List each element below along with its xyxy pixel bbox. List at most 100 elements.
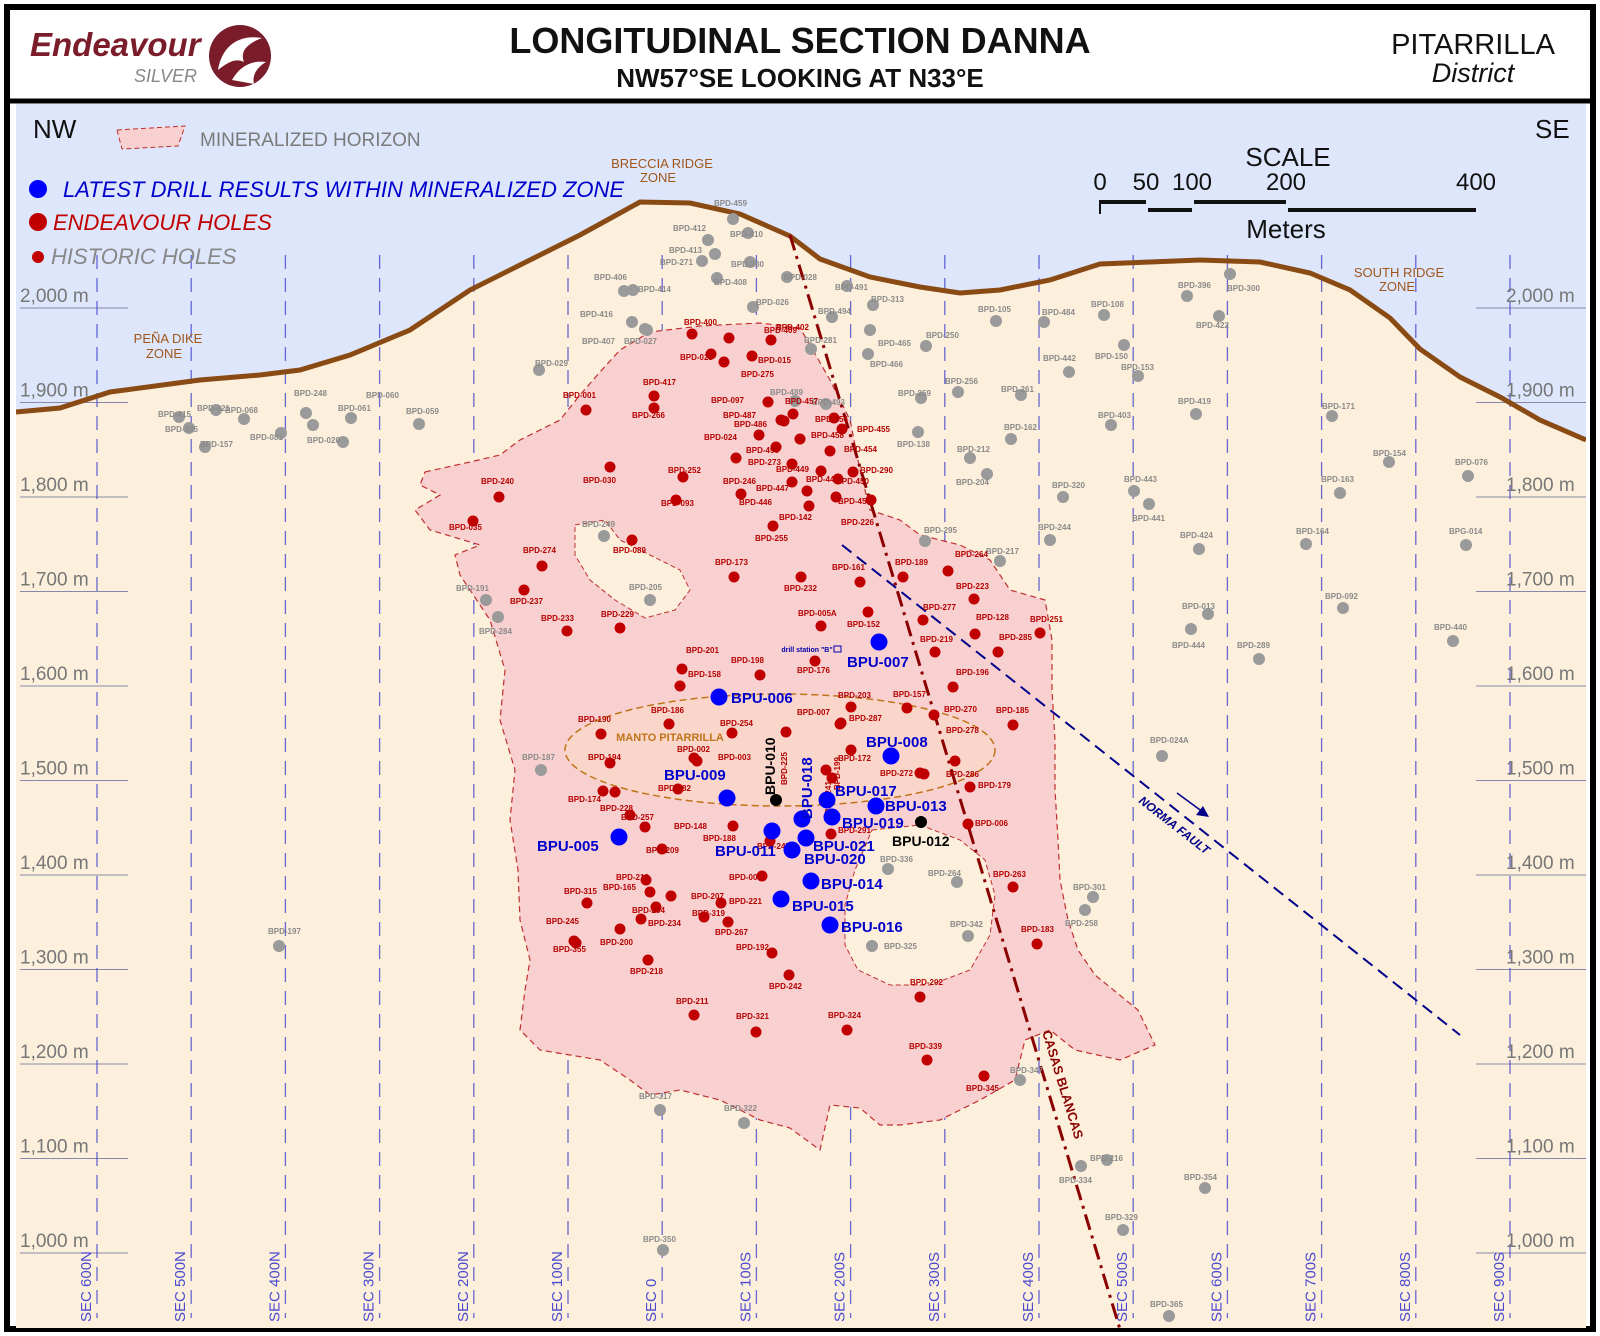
endeavour-hole-marker — [614, 923, 626, 935]
historic-hole-marker — [1132, 370, 1144, 382]
endeavour-hole: BPD-199 — [826, 757, 842, 790]
endeavour-hole: BPD-189 — [895, 558, 928, 583]
endeavour-hole: BPD-128 — [969, 613, 1009, 640]
historic-hole: BPD-258 — [1065, 904, 1098, 928]
scale-tick-label: 200 — [1266, 169, 1306, 196]
historic-hole-marker — [1224, 268, 1236, 280]
latest-drill-hole-marker — [823, 808, 841, 826]
historic-hole-marker — [744, 256, 756, 268]
endeavour-hole: BPD-228 — [600, 786, 633, 813]
historic-hole-marker — [915, 392, 927, 404]
historic-hole: BPD-264 — [928, 869, 963, 888]
historic-hole: BPD-440 — [1434, 623, 1467, 647]
historic-hole-label: BPD-162 — [1004, 423, 1037, 432]
page-title: LONGITUDINAL SECTION DANNA — [509, 20, 1090, 61]
historic-hole-marker — [912, 426, 924, 438]
endeavour-hole-label: BPD-225 — [780, 752, 789, 785]
historic-hole: BPD-157 — [199, 440, 233, 453]
historic-hole-marker — [826, 311, 838, 323]
endeavour-hole-label: BPD-409 — [764, 326, 797, 335]
scale-tick-label: 400 — [1456, 169, 1496, 196]
endeavour-hole: BPD-278 — [946, 726, 979, 767]
historic-hole-label: BPD-092 — [1325, 592, 1358, 601]
historic-hole-label: BPD-342 — [950, 920, 983, 929]
endeavour-hole: BPD-165 — [603, 883, 656, 898]
endeavour-hole-marker — [746, 350, 758, 362]
historic-hole-label: BPD-484 — [1042, 308, 1075, 317]
historic-hole-label: BPD-027 — [624, 337, 657, 346]
latest-drill-hole-marker — [818, 791, 836, 809]
latest-drill-hole-marker — [882, 747, 900, 765]
historic-hole: BPD-484 — [1038, 308, 1075, 328]
historic-hole-label: BPD-281 — [804, 336, 837, 345]
logo-name: Endeavour — [30, 26, 203, 63]
endeavour-hole-marker — [756, 870, 768, 882]
latest-drill-hole-marker — [772, 890, 790, 908]
historic-hole-label: BPD-320 — [1052, 481, 1085, 490]
endeavour-hole: BPD-209 — [646, 843, 679, 855]
section-label: SEC 500N — [172, 1251, 189, 1322]
endeavour-hole-label: BPD-172 — [838, 754, 871, 763]
endeavour-hole: BPD-004 — [729, 870, 768, 882]
historic-hole-marker — [275, 427, 287, 439]
endeavour-hole-marker — [845, 701, 857, 713]
endeavour-hole: BPD-089 — [613, 534, 646, 555]
other-drill-hole-marker — [915, 816, 927, 828]
historic-hole: BPD-212 — [957, 445, 990, 464]
endeavour-hole: BPD-183 — [1021, 925, 1054, 950]
historic-hole-label: BPD-026 — [756, 298, 789, 307]
historic-hole: BPD-317 — [639, 1092, 672, 1116]
historic-hole: BPD-281 — [804, 336, 837, 355]
elevation-label: 1,800 m — [20, 475, 89, 496]
endeavour-hole-marker — [825, 828, 837, 840]
endeavour-hole-marker — [767, 520, 779, 532]
endeavour-hole: BPD-257 — [621, 809, 654, 822]
endeavour-hole: BPD-453 — [830, 491, 871, 506]
endeavour-hole-label: BPD-400 — [684, 318, 717, 327]
endeavour-hole: BPD-402 — [765, 323, 809, 346]
endeavour-hole: BPD-274 — [523, 546, 556, 572]
endeavour-hole-label: BPD-229 — [601, 610, 634, 619]
historic-hole: BPD-466 — [862, 348, 903, 369]
historic-hole-marker — [702, 234, 714, 246]
historic-hole-marker — [598, 530, 610, 542]
endeavour-hole: BPD-290 — [847, 466, 893, 478]
elevation-gridlines — [20, 307, 1586, 1254]
endeavour-hole-label: BPD-446 — [739, 498, 772, 507]
historic-hole-label: BPD-317 — [639, 1092, 672, 1101]
latest-drill-hole-label: BPU-014 — [821, 876, 883, 893]
elevation-labels-right: 2,000 m 1,900 m 1,800 m 1,700 m 1,600 m 1,500… — [1506, 286, 1575, 1252]
historic-hole-label: BPD-347 — [1010, 1066, 1043, 1075]
elevation-label: 1,600 m — [20, 664, 89, 685]
historic-hole-label: BPD-187 — [522, 753, 555, 762]
historic-hole-marker — [1181, 290, 1193, 302]
historic-hole: BPD-313 — [867, 295, 904, 311]
endeavour-hole: BPD-255 — [755, 520, 788, 543]
endeavour-hole-marker — [1031, 938, 1043, 950]
historic-hole-label: BPD-494 — [818, 307, 851, 316]
endeavour-hole: BPD-251 — [1030, 615, 1063, 639]
historic-hole-marker — [789, 395, 801, 407]
endeavour-hole-marker — [614, 622, 626, 634]
historic-hole-label: BPD-171 — [1322, 402, 1355, 411]
endeavour-hole-label: BPD-255 — [755, 534, 788, 543]
historic-hole-label: BPD-444 — [1172, 641, 1205, 650]
historic-hole-label: BPD-264 — [928, 869, 961, 878]
historic-hole-marker — [654, 1104, 666, 1116]
historic-hole-label: BPD-440 — [1434, 623, 1467, 632]
endeavour-hole: BPD-454 — [824, 445, 877, 457]
endeavour-hole-marker — [561, 625, 573, 637]
casas-blancas-fault-line — [788, 234, 1122, 1328]
endeavour-hole-label: BPD-148 — [674, 822, 707, 831]
endeavour-hole-marker — [665, 890, 677, 902]
historic-hole-marker — [882, 863, 894, 875]
historic-hole: BPD-325 — [866, 940, 917, 952]
historic-hole-marker — [1079, 904, 1091, 916]
endeavour-hole-marker — [801, 485, 813, 497]
endeavour-hole: BPD-294 — [632, 901, 665, 915]
historic-hole-label: BPD-060 — [366, 391, 399, 400]
elevation-label: 1,300 m — [20, 948, 89, 969]
latest-drill-hole-label: BPU-020 — [804, 851, 866, 868]
latest-drill-hole-label: BPU-005 — [537, 838, 599, 855]
